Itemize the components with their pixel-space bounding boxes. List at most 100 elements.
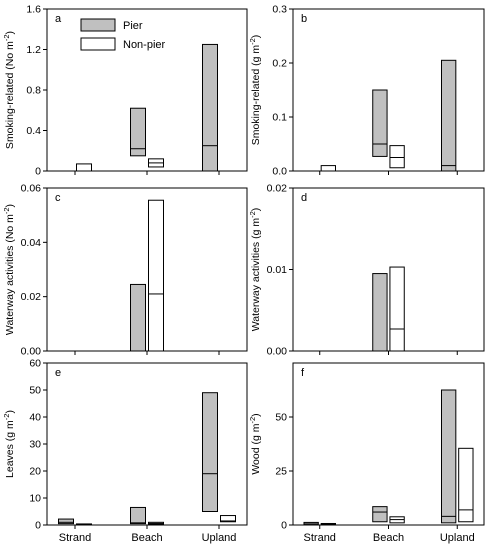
box-beach-non-pier bbox=[148, 158, 164, 168]
box-upland-pier bbox=[441, 59, 457, 172]
box-rect bbox=[389, 266, 405, 352]
box-beach-pier bbox=[372, 506, 388, 523]
y-axis-label: Leaves (g m-2) bbox=[2, 410, 16, 478]
y-tick-label: 20 bbox=[29, 466, 41, 478]
box-rect bbox=[320, 165, 336, 172]
panel-e: 0 10 20 30 40 50 60 Leaves (g m-2) e Strand Beach U… bbox=[2, 358, 248, 544]
panel-b: 0.0 0.1 0.2 0.3 Smoking-related (g m-2) b bbox=[248, 4, 485, 178]
y-tick-label: 0.8 bbox=[26, 85, 41, 97]
box-rect bbox=[458, 447, 474, 523]
y-tick-label: 25 bbox=[275, 466, 287, 478]
box-upland-non-pier bbox=[220, 515, 236, 523]
y-tick-label: 0.02 bbox=[21, 291, 42, 303]
box-beach-non-pier bbox=[148, 199, 164, 352]
y-tick-label: 10 bbox=[29, 493, 41, 505]
box-rect bbox=[130, 283, 146, 352]
y-tick-label: 0.0 bbox=[272, 166, 287, 178]
box-rect bbox=[202, 392, 218, 513]
y-tick-label: 60 bbox=[29, 358, 41, 370]
panel-letter: b bbox=[301, 13, 307, 25]
y-tick-label: 0.04 bbox=[21, 237, 42, 249]
y-axis-label: Wood (g m-2) bbox=[248, 413, 262, 474]
box-strand-non-pier bbox=[76, 523, 92, 526]
y-tick-label: 0 bbox=[35, 520, 41, 532]
box-strand-non-pier bbox=[320, 165, 336, 172]
legend-label: Non-pier bbox=[123, 39, 166, 51]
box-beach-non-pier bbox=[389, 145, 405, 169]
box-upland-pier bbox=[202, 392, 218, 513]
x-category-label: Beach bbox=[373, 532, 404, 544]
box-rect bbox=[220, 515, 236, 523]
y-tick-label: 50 bbox=[29, 385, 41, 397]
panel-letter: f bbox=[301, 367, 305, 379]
box-upland-non-pier bbox=[458, 447, 474, 523]
y-tick-label: 0.2 bbox=[272, 58, 287, 70]
y-tick-label: 1.6 bbox=[26, 4, 41, 16]
y-tick-label: 40 bbox=[29, 412, 41, 424]
panel-d: 0.00 0.01 0.02 Waterway activities (g m-2) d bbox=[248, 183, 485, 358]
x-category-label: Upland bbox=[440, 532, 475, 544]
panel-letter: e bbox=[55, 367, 61, 379]
panel-letter: d bbox=[301, 192, 307, 204]
box-rect bbox=[202, 43, 218, 172]
x-category-label: Strand bbox=[304, 532, 336, 544]
legend-label: Pier bbox=[123, 20, 143, 32]
y-tick-label: 0 bbox=[35, 166, 41, 178]
box-beach-pier bbox=[130, 107, 146, 157]
box-rect bbox=[58, 518, 74, 525]
box-rect bbox=[372, 273, 388, 352]
plot-frame bbox=[46, 187, 248, 352]
y-tick-label: 30 bbox=[29, 439, 41, 451]
legend-swatch bbox=[80, 18, 116, 32]
box-beach-non-pier bbox=[389, 516, 405, 524]
legend: Pier Non-pier bbox=[80, 18, 166, 51]
panel-f: 0 25 50 Wood (g m-2) f Strand Beach Upland bbox=[248, 362, 485, 544]
y-tick-label: 0 bbox=[281, 520, 287, 532]
panel-letter: a bbox=[55, 13, 62, 25]
box-beach-non-pier bbox=[148, 521, 164, 525]
y-tick-label: 0.1 bbox=[272, 112, 287, 124]
box-beach-pier bbox=[372, 273, 388, 352]
box-upland-pier bbox=[441, 389, 457, 524]
box-rect bbox=[372, 506, 388, 523]
y-tick-label: 0.01 bbox=[267, 264, 288, 276]
panel-a: 0 0.4 0.8 1.2 1.6 Smoking-related (No m-2) a Pi… bbox=[2, 4, 248, 178]
y-axis-label: Smoking-related (No m-2) bbox=[2, 31, 16, 149]
box-rect bbox=[441, 389, 457, 524]
y-tick-label: 1.2 bbox=[26, 44, 41, 56]
y-tick-label: 0.4 bbox=[26, 125, 41, 137]
box-strand-pier bbox=[303, 521, 319, 526]
box-rect bbox=[130, 506, 146, 525]
x-category-label: Beach bbox=[131, 532, 162, 544]
box-beach-pier bbox=[130, 283, 146, 352]
y-tick-label: 0.06 bbox=[21, 183, 42, 195]
x-category-label: Strand bbox=[59, 532, 91, 544]
y-tick-label: 0.00 bbox=[267, 346, 288, 358]
y-tick-label: 0.02 bbox=[267, 183, 288, 195]
box-strand-non-pier bbox=[76, 163, 92, 172]
y-tick-label: 0.00 bbox=[21, 346, 42, 358]
panel-letter: c bbox=[55, 192, 61, 204]
box-rect bbox=[389, 145, 405, 169]
box-strand-pier bbox=[58, 518, 74, 525]
panel-c: 0.00 0.02 0.04 0.06 Waterway activities (No … bbox=[2, 183, 248, 358]
x-category-label: Upland bbox=[202, 532, 237, 544]
box-rect bbox=[441, 59, 457, 172]
box-beach-non-pier bbox=[389, 266, 405, 352]
box-beach-pier bbox=[372, 89, 388, 157]
y-axis-label: Waterway activities (No m-2) bbox=[2, 204, 16, 335]
y-tick-label: 0.3 bbox=[272, 4, 287, 16]
box-rect bbox=[130, 107, 146, 157]
y-axis-label: Smoking-related (g m-2) bbox=[248, 35, 262, 146]
plot-frame bbox=[292, 187, 485, 352]
box-strand-non-pier bbox=[320, 522, 336, 526]
box-beach-pier bbox=[130, 506, 146, 525]
y-tick-label: 50 bbox=[275, 412, 287, 424]
box-rect bbox=[148, 199, 164, 352]
box-rect bbox=[76, 163, 92, 172]
legend-swatch bbox=[80, 37, 116, 51]
box-rect bbox=[372, 89, 388, 157]
box-upland-pier bbox=[202, 43, 218, 172]
y-axis-label: Waterway activities (g m-2) bbox=[248, 208, 262, 332]
